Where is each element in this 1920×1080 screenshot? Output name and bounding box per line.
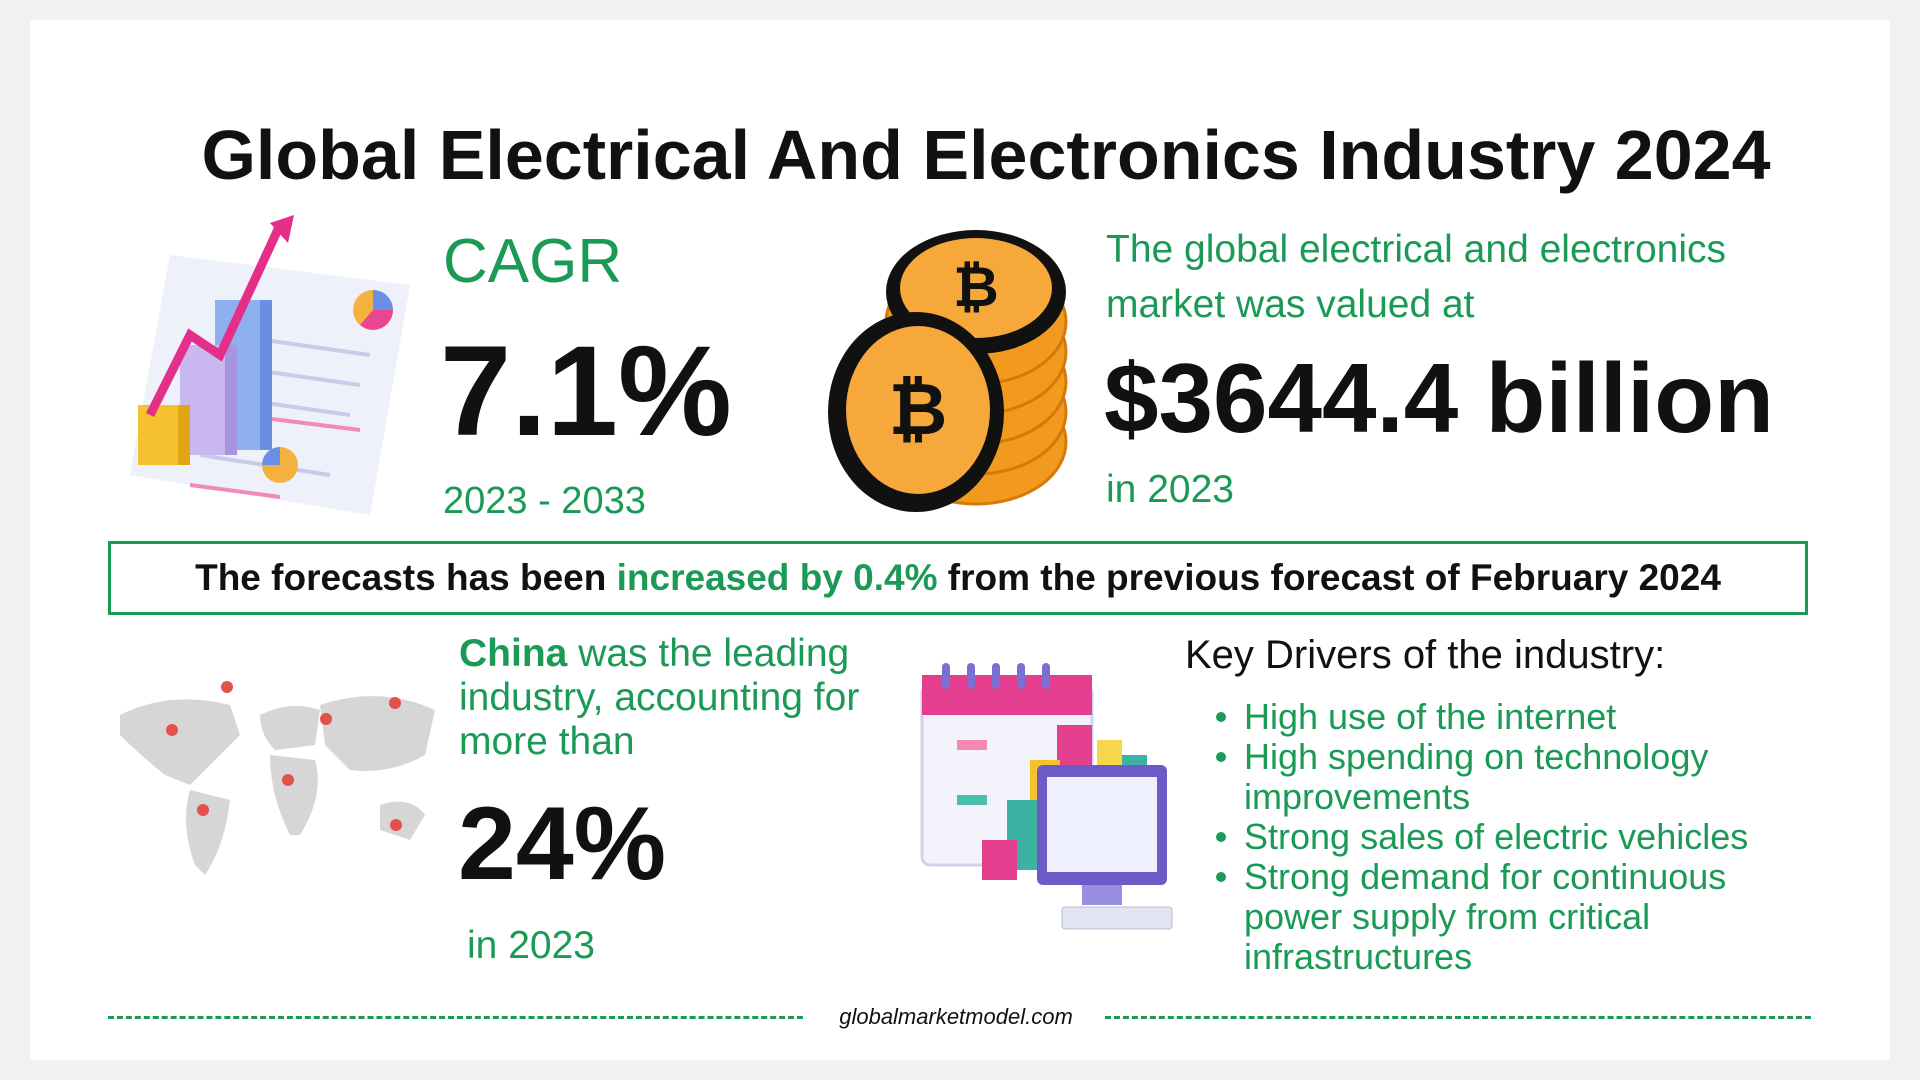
footer-rule bbox=[1105, 1016, 1811, 1019]
drivers-heading: Key Drivers of the industry: bbox=[1185, 633, 1666, 677]
market-intro: The global electrical and electronics ma… bbox=[1106, 228, 1727, 326]
world-map bbox=[120, 681, 435, 875]
footer-rule bbox=[108, 1016, 803, 1019]
forecast-text: from the previous forecast of February 2… bbox=[947, 557, 1721, 598]
china-year: in 2023 bbox=[467, 924, 595, 967]
svg-text:₿: ₿ bbox=[889, 367, 948, 451]
coins-illustration: ₿ ₿ bbox=[828, 230, 1068, 512]
market-year: in 2023 bbox=[1106, 468, 1234, 511]
cagr-value: 7.1% bbox=[440, 320, 732, 463]
driver-item: High use of the internet bbox=[1216, 697, 1776, 737]
footer-source: globalmarketmodel.com bbox=[839, 1004, 1073, 1029]
cagr-label: CAGR bbox=[443, 227, 623, 296]
china-name: China bbox=[459, 632, 568, 675]
cagr-period: 2023 - 2033 bbox=[443, 480, 646, 522]
china-value: 24% bbox=[458, 786, 667, 902]
calendar-illustration bbox=[920, 663, 1173, 930]
forecast-box: The forecasts has been increased by 0.4%… bbox=[108, 541, 1808, 615]
forecast-highlight: increased by 0.4% bbox=[616, 557, 938, 598]
growth-illustration bbox=[130, 215, 410, 515]
title: Global Electrical And Electronics Indust… bbox=[201, 116, 1771, 194]
china-description: was the leading industry, accounting for… bbox=[459, 632, 860, 763]
svg-text:₿: ₿ bbox=[953, 255, 999, 320]
market-value: $3644.4 billion bbox=[1104, 343, 1774, 453]
forecast-text: The forecasts has been bbox=[195, 557, 607, 598]
driver-item: Strong demand for continuous power suppl… bbox=[1216, 857, 1776, 977]
driver-item: Strong sales of electric vehicles bbox=[1216, 817, 1776, 857]
drivers-list: High use of the internet High spending on… bbox=[1216, 697, 1776, 977]
driver-item: High spending on technology improvements bbox=[1216, 737, 1776, 817]
china-text: China was the leading industry, accounti… bbox=[459, 632, 909, 764]
infographic bbox=[30, 20, 1890, 1060]
